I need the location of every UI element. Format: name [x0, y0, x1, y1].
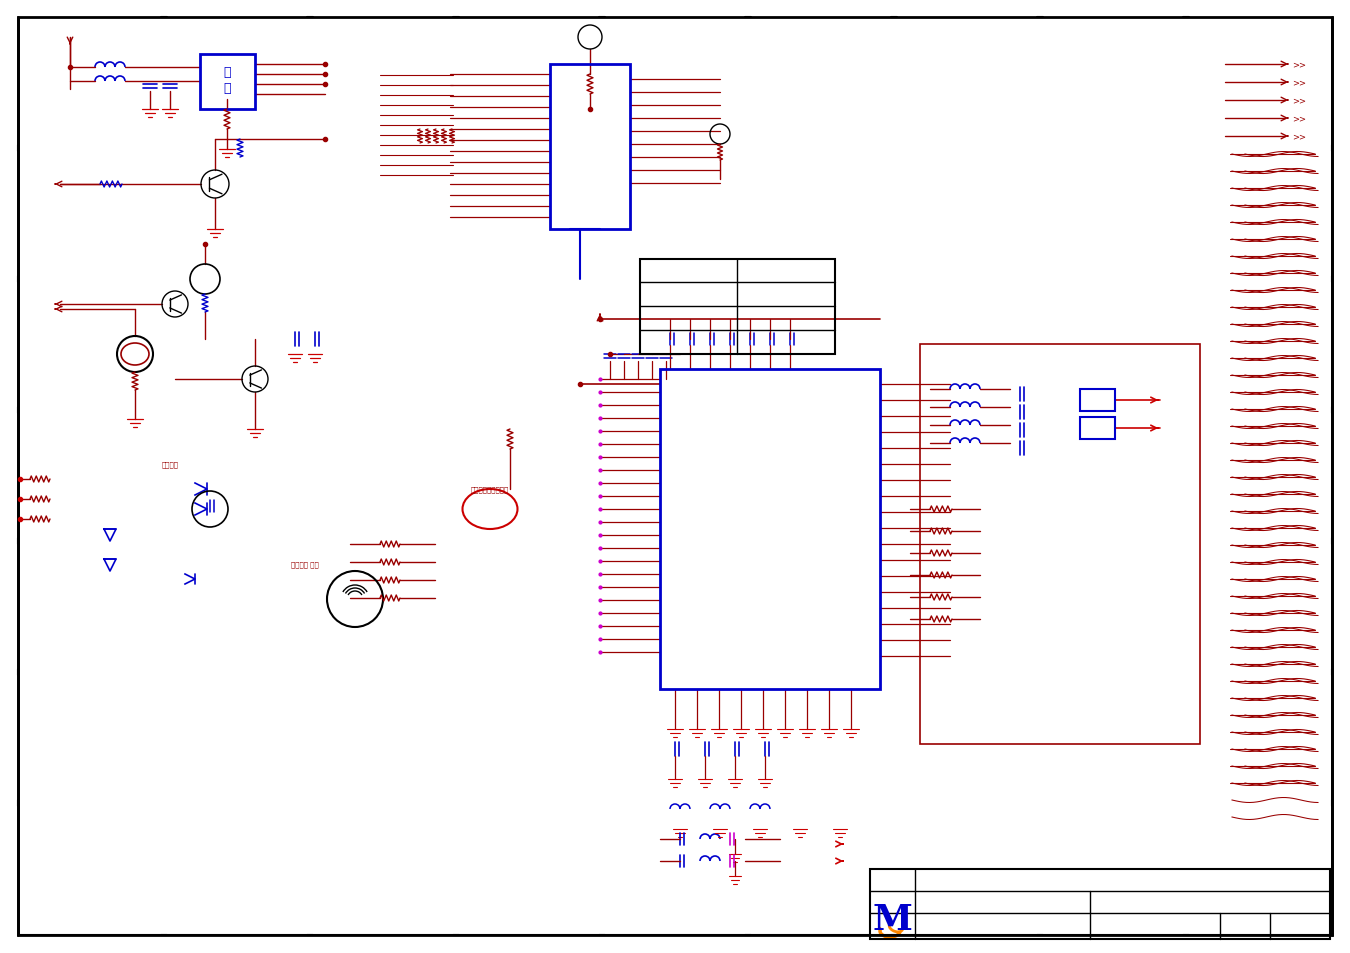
- Bar: [549, 65, 630, 230]
- Text: >>: >>: [1292, 96, 1305, 106]
- Text: 模拟电路 信号: 模拟电路 信号: [292, 561, 319, 568]
- Text: >>: >>: [1292, 78, 1305, 88]
- Bar: [1080, 417, 1115, 439]
- Bar: [919, 345, 1200, 744]
- Text: >>: >>: [1292, 114, 1305, 123]
- Text: 濾: 濾: [223, 66, 231, 78]
- Text: >>: >>: [1292, 60, 1305, 70]
- Text: 热点功能: 热点功能: [162, 461, 178, 468]
- Bar: [660, 370, 880, 689]
- Bar: [200, 55, 255, 110]
- Bar: [869, 869, 1330, 939]
- Bar: [640, 260, 836, 355]
- Text: M: M: [872, 902, 913, 936]
- Text: 单端功放信号输入端: 单端功放信号输入端: [471, 486, 509, 493]
- Text: 濾: 濾: [223, 81, 231, 94]
- Bar: [1080, 390, 1115, 412]
- Text: >>: >>: [1292, 132, 1305, 141]
